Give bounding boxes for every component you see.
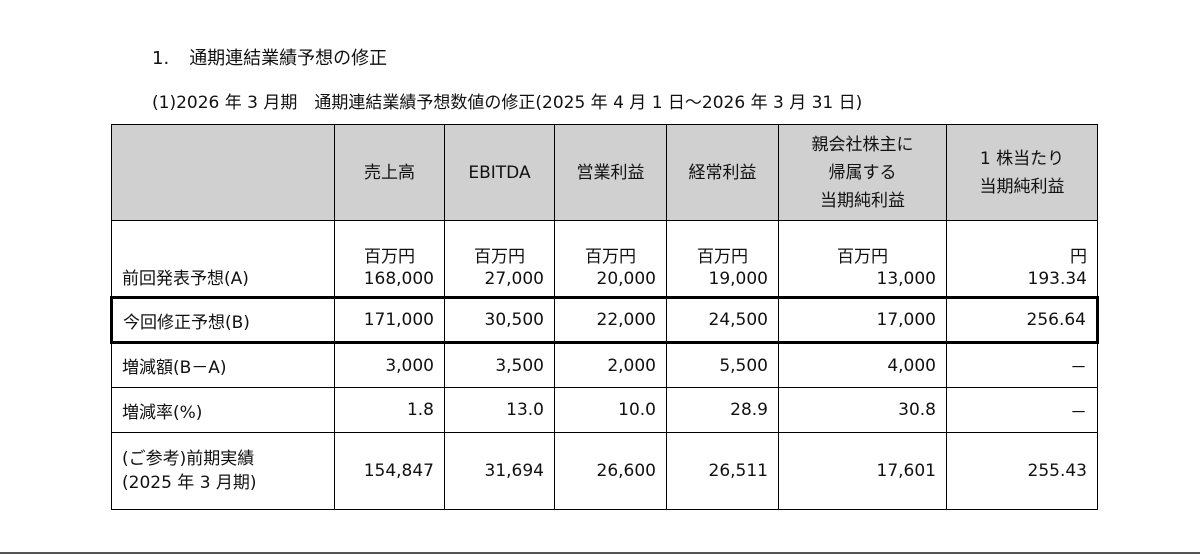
forecast-table: 売上高 EBITDA 営業利益 経常利益 親会社株主に 帰属する 当期純利益 1… (110, 124, 1099, 510)
header-operating-profit: 営業利益 (554, 124, 667, 221)
unit-label: 百万円 (364, 247, 415, 267)
row-label: 前回発表予想(A) (111, 220, 335, 298)
table-header-row: 売上高 EBITDA 営業利益 経常利益 親会社株主に 帰属する 当期純利益 1… (111, 124, 1098, 221)
value-cell: 256.64 (946, 296, 1099, 344)
value-cell: 26,511 (666, 432, 779, 510)
unit-label: 百万円 (697, 247, 748, 267)
unit-label: 百万円 (837, 247, 888, 267)
header-net-income: 親会社株主に 帰属する 当期純利益 (778, 124, 947, 221)
table-row-revised-forecast: 今回修正予想(B) 171,000 30,500 22,000 24,500 1… (110, 296, 1099, 344)
table-row-change-rate: 増減率(%) 1.8 13.0 10.0 28.9 30.8 － (111, 387, 1098, 433)
unit-label: 円 (1070, 247, 1087, 267)
row-label: (ご参考)前期実績 (2025 年 3 月期) (111, 432, 335, 510)
header-empty-cell (111, 124, 335, 221)
value-cell: 255.43 (946, 432, 1098, 510)
header-ordinary-profit: 経常利益 (666, 124, 779, 221)
value-cell: 10.0 (554, 387, 667, 433)
value-cell: 17,601 (778, 432, 947, 510)
value-cell: 円 193.34 (946, 220, 1098, 298)
value-cell: 13.0 (444, 387, 555, 433)
value-cell: 26,600 (554, 432, 667, 510)
value-cell: 28.9 (666, 387, 779, 433)
section-title: 通期連結業績予想の修正 (189, 48, 388, 69)
value-cell: 31,694 (444, 432, 555, 510)
value-cell: 1.8 (334, 387, 445, 433)
value-cell: 4,000 (778, 342, 947, 388)
table-row-previous-forecast: 前回発表予想(A) 百万円 168,000 百万円 27,000 百万円 20,000… (111, 220, 1098, 298)
value-cell: 22,000 (554, 296, 667, 344)
row-label: 増減額(B－A) (111, 342, 335, 388)
unit-label: 百万円 (585, 247, 636, 267)
value-cell: 154,847 (334, 432, 445, 510)
value-cell: 3,000 (334, 342, 445, 388)
value-cell: 30.8 (778, 387, 947, 433)
subsection-heading: (1)2026 年 3 月期 通期連結業績予想数値の修正(2025 年 4 月 … (152, 93, 863, 113)
value-cell: 30,500 (444, 296, 555, 344)
value-cell: 百万円 27,000 (444, 220, 555, 298)
value-cell: 17,000 (778, 296, 947, 344)
value-cell: 百万円 20,000 (554, 220, 667, 298)
row-label: 今回修正予想(B) (110, 296, 335, 344)
value-cell: 171,000 (334, 296, 445, 344)
value-cell: － (946, 387, 1098, 433)
header-net-sales: 売上高 (334, 124, 445, 221)
value-cell: 2,000 (554, 342, 667, 388)
value-cell: － (946, 342, 1098, 388)
value-cell: 百万円 168,000 (334, 220, 445, 298)
unit-label: 百万円 (474, 247, 525, 267)
table-row-change-amount: 増減額(B－A) 3,000 3,500 2,000 5,500 4,000 － (111, 342, 1098, 388)
table-row-prior-year-actual: (ご参考)前期実績 (2025 年 3 月期) 154,847 31,694 2… (111, 432, 1098, 510)
row-label: 増減率(%) (111, 387, 335, 433)
value-cell: 百万円 13,000 (778, 220, 947, 298)
section-number: 1. (152, 48, 170, 69)
value-cell: 百万円 19,000 (666, 220, 779, 298)
value-cell: 24,500 (666, 296, 779, 344)
value-cell: 5,500 (666, 342, 779, 388)
bottom-divider (0, 552, 1200, 554)
section-heading: 1. 通期連結業績予想の修正 (152, 44, 387, 70)
value-cell: 3,500 (444, 342, 555, 388)
header-eps: 1 株当たり 当期純利益 (946, 124, 1098, 221)
header-ebitda: EBITDA (444, 124, 555, 221)
